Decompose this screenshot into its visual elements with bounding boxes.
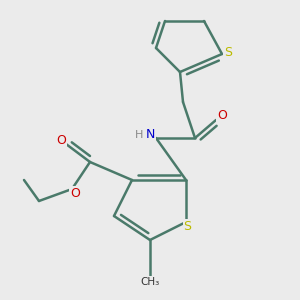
Text: S: S bbox=[184, 220, 191, 233]
Text: S: S bbox=[224, 46, 232, 59]
Text: O: O bbox=[57, 134, 66, 148]
Text: O: O bbox=[217, 109, 227, 122]
Text: CH₃: CH₃ bbox=[140, 277, 160, 287]
Text: O: O bbox=[70, 187, 80, 200]
Text: N: N bbox=[146, 128, 155, 142]
Text: H: H bbox=[135, 130, 144, 140]
